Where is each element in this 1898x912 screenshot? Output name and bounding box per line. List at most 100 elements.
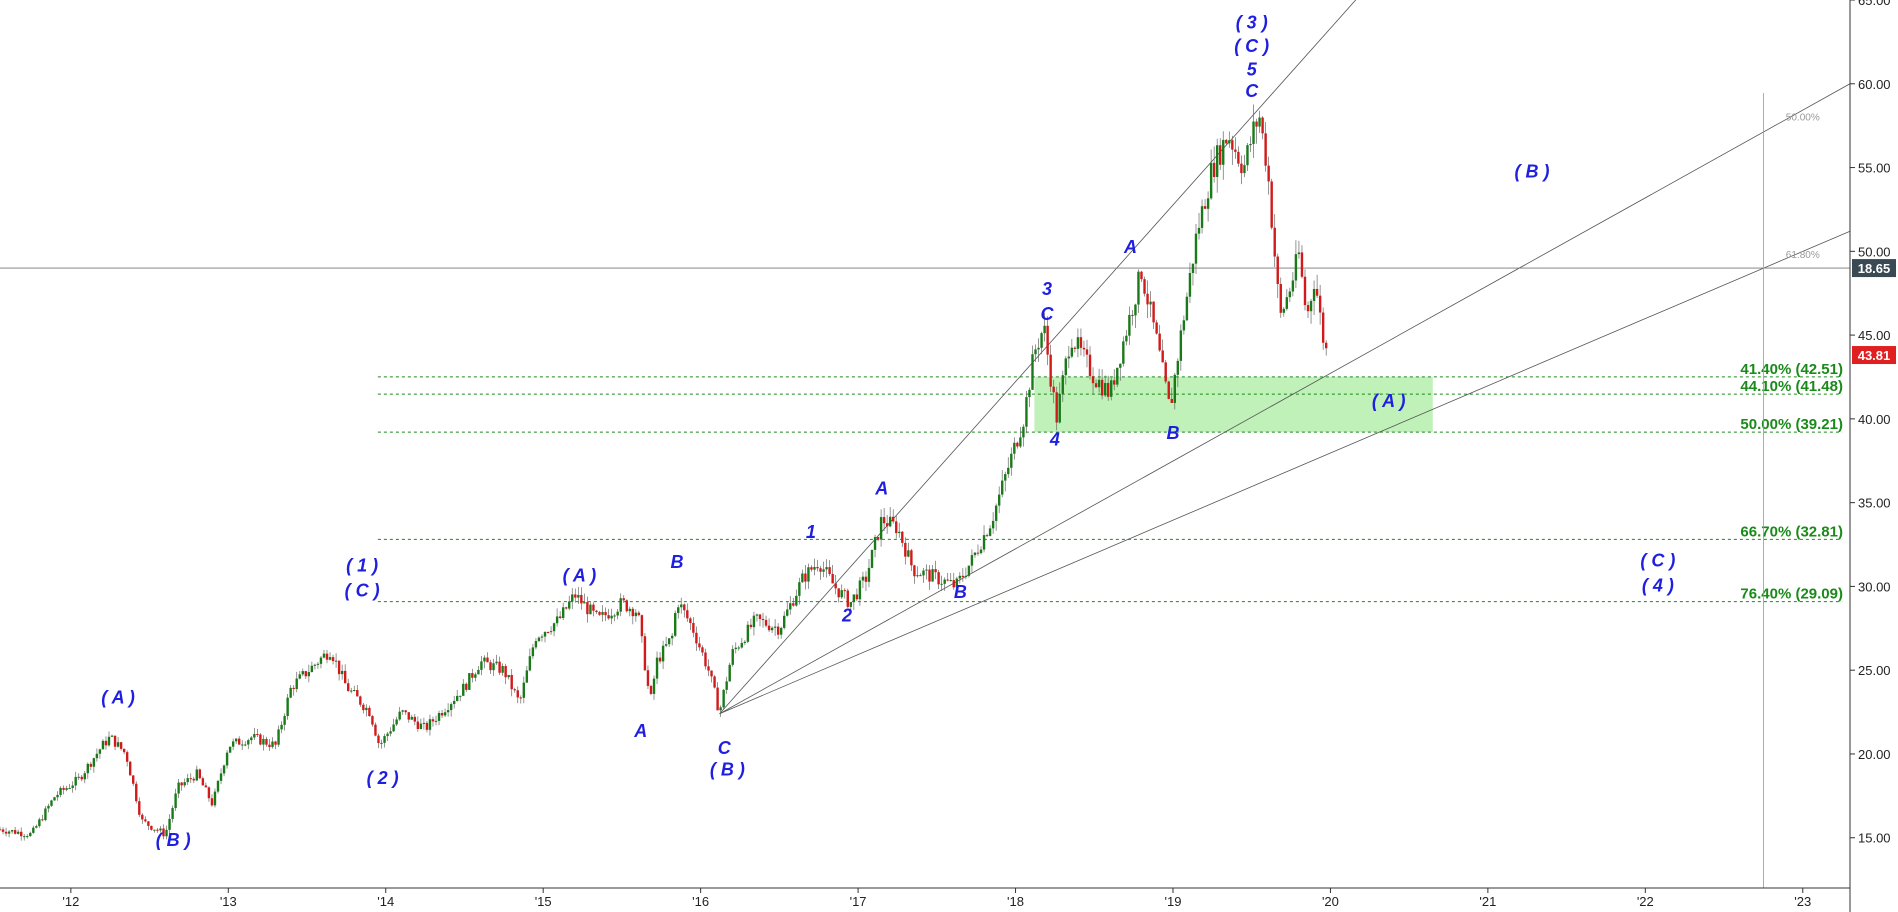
wave-labels-layer: ( A )( B )( 1 )( C )( 2 )( A )ABC( B )12… <box>101 12 1675 850</box>
candle-body-300 <box>907 550 910 557</box>
candle-body-275 <box>831 573 834 584</box>
candle-body-51 <box>153 829 156 831</box>
candle-body-47 <box>141 814 144 820</box>
candle-body-122 <box>368 707 371 717</box>
candle-body-415 <box>1255 121 1258 127</box>
candle-body-244 <box>737 647 740 649</box>
candle-body-357 <box>1079 337 1083 348</box>
candle-body-157 <box>474 674 477 678</box>
wave-label-9: ( B ) <box>710 760 745 780</box>
candle-body-73 <box>219 773 223 781</box>
candle-body-32 <box>95 753 99 759</box>
candle-body-218 <box>658 657 662 662</box>
candle-body-376 <box>1137 271 1140 305</box>
fan-label-2: 61.80% <box>1786 250 1820 261</box>
candle-body-9 <box>26 836 29 838</box>
candle-body-321 <box>970 555 974 566</box>
candle-body-208 <box>628 608 631 612</box>
candle-body-67 <box>201 778 205 786</box>
candle-body-64 <box>192 778 195 781</box>
candle-body-372 <box>1125 335 1128 342</box>
candle-body-398 <box>1203 206 1207 209</box>
candle-body-228 <box>689 618 692 623</box>
candle-body-373 <box>1128 314 1131 336</box>
wave-label-17: A <box>1123 237 1137 257</box>
candle-body-159 <box>480 661 483 670</box>
candle-body-252 <box>761 618 765 620</box>
candle-body-332 <box>1004 474 1007 481</box>
candle-body-82 <box>247 740 250 745</box>
candle-body-223 <box>674 613 677 636</box>
candle-body-365 <box>1103 382 1107 396</box>
last-price-label: 43.81 <box>1858 348 1891 363</box>
candle-body-393 <box>1188 273 1192 297</box>
candle-body-164 <box>495 661 498 664</box>
fib-label-0: 41.40% (42.51) <box>1740 361 1843 378</box>
candle-body-153 <box>462 683 465 696</box>
candle-body-89 <box>268 744 271 747</box>
candle-body-23 <box>68 787 71 789</box>
candle-body-266 <box>804 573 807 582</box>
candle-body-305 <box>922 570 925 576</box>
candle-body-290 <box>876 537 880 540</box>
candle-body-257 <box>776 626 780 635</box>
candle-body-434 <box>1312 288 1316 301</box>
candle-body-418 <box>1264 133 1267 166</box>
candle-body-241 <box>728 664 731 682</box>
candle-body-148 <box>446 710 450 713</box>
candle-body-234 <box>707 666 710 671</box>
candle-body-432 <box>1306 305 1310 312</box>
x-tick-label-8: '20 <box>1322 894 1339 909</box>
wave-label-7: B <box>671 552 684 572</box>
candle-body-437 <box>1321 312 1325 343</box>
candle-body-194 <box>586 602 589 615</box>
candle-body-78 <box>234 738 238 742</box>
candle-body-378 <box>1143 279 1146 294</box>
candle-body-152 <box>459 695 462 697</box>
candle-body-118 <box>356 690 359 697</box>
candle-body-237 <box>716 687 719 711</box>
candle-body-226 <box>683 604 686 611</box>
candle-body-417 <box>1261 117 1264 134</box>
y-tick-label-8: 55.00 <box>1858 161 1891 176</box>
candle-body-408 <box>1234 149 1237 152</box>
candle-body-239 <box>722 689 725 708</box>
candle-body-217 <box>655 657 659 679</box>
candle-body-243 <box>734 647 737 650</box>
candle-body-155 <box>468 673 471 690</box>
candle-body-367 <box>1110 380 1113 397</box>
candle-body-55 <box>165 829 168 837</box>
candle-body-40 <box>119 742 123 749</box>
candle-body-351 <box>1061 375 1064 394</box>
candle-body-314 <box>949 580 952 582</box>
candle-body-282 <box>852 594 856 603</box>
candle-body-206 <box>622 598 625 601</box>
candle-body-438 <box>1324 342 1328 349</box>
y-tick-label-0: 15.00 <box>1858 831 1891 846</box>
wave-label-10: 1 <box>806 522 816 542</box>
candle-body-406 <box>1228 140 1231 144</box>
candle-body-411 <box>1243 165 1246 174</box>
candle-body-302 <box>913 565 916 577</box>
candle-body-135 <box>407 712 410 720</box>
candle-body-189 <box>571 594 574 602</box>
candle-body-77 <box>231 741 235 747</box>
candle-body-334 <box>1010 453 1013 468</box>
candle-body-356 <box>1076 337 1080 349</box>
candle-body-191 <box>577 594 580 598</box>
candle-body-149 <box>449 704 453 711</box>
candle-body-102 <box>307 672 311 677</box>
candle-body-87 <box>262 738 265 745</box>
candle-body-92 <box>277 729 280 745</box>
candle-body-414 <box>1252 121 1255 144</box>
candle-body-224 <box>677 607 680 614</box>
candle-body-324 <box>979 549 983 554</box>
candle-body-433 <box>1309 300 1313 312</box>
candle-body-211 <box>637 612 641 616</box>
candle-body-249 <box>752 615 756 628</box>
candle-body-309 <box>934 569 937 573</box>
candle-body-124 <box>374 724 377 736</box>
candle-body-168 <box>507 674 510 678</box>
